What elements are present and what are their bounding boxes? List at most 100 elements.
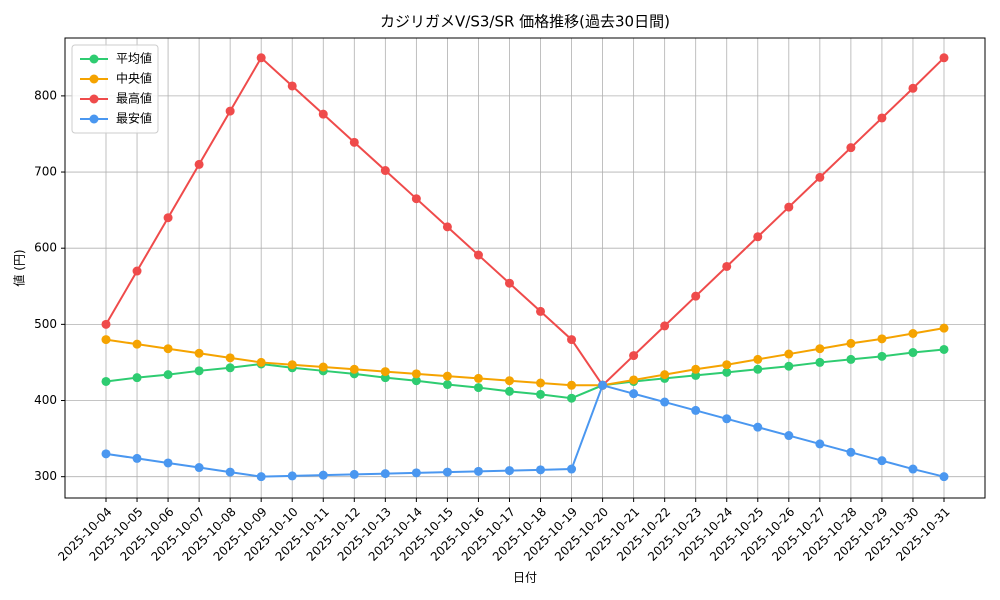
data-point [629, 351, 639, 361]
data-point [908, 328, 918, 338]
data-point [318, 470, 328, 480]
data-point [753, 232, 763, 242]
data-point [691, 291, 701, 301]
series-line [105, 384, 945, 478]
data-point [815, 357, 825, 367]
data-point [349, 469, 359, 479]
data-point [163, 344, 173, 354]
data-point [846, 354, 856, 364]
data-point [287, 471, 297, 481]
data-point [784, 361, 794, 371]
data-point [504, 466, 514, 476]
data-point [163, 458, 173, 468]
data-point [784, 202, 794, 212]
data-point [939, 344, 949, 354]
data-point [101, 376, 111, 386]
data-point [163, 370, 173, 380]
legend-marker [89, 74, 99, 84]
legend-box [71, 44, 159, 134]
data-point [660, 321, 670, 331]
data-point [225, 363, 235, 373]
data-point [411, 376, 421, 386]
legend-label: 最安値 [116, 111, 152, 126]
data-point [442, 371, 452, 381]
data-point [473, 383, 483, 393]
data-point [504, 278, 514, 288]
data-point [660, 397, 670, 407]
data-point [225, 353, 235, 363]
y-tick-label: 400 [34, 393, 57, 407]
y-tick-label: 600 [34, 241, 57, 255]
data-point [846, 143, 856, 153]
data-point [722, 414, 732, 424]
data-point [194, 463, 204, 473]
data-point [877, 334, 887, 344]
data-point [753, 364, 763, 374]
data-point [473, 466, 483, 476]
data-point [504, 376, 514, 386]
data-point [380, 469, 390, 479]
y-tick-label: 300 [34, 469, 57, 483]
data-point [939, 53, 949, 63]
data-point [318, 362, 328, 372]
data-point [691, 405, 701, 415]
data-point [722, 360, 732, 370]
data-point [318, 109, 328, 119]
y-tick-label: 700 [34, 165, 57, 179]
data-point [939, 472, 949, 482]
plot-frame [64, 37, 986, 499]
data-point [411, 194, 421, 204]
data-point [629, 389, 639, 399]
data-point [194, 159, 204, 169]
data-point [380, 367, 390, 377]
y-tick-label: 500 [34, 317, 57, 331]
data-point [784, 349, 794, 359]
data-point [815, 172, 825, 182]
data-point [442, 222, 452, 232]
legend-label: 中央値 [116, 71, 152, 86]
data-point [256, 357, 266, 367]
data-point [722, 261, 732, 271]
data-point [877, 456, 887, 466]
data-point [815, 439, 825, 449]
legend-marker [89, 94, 99, 104]
series-line [105, 348, 945, 400]
data-point [629, 375, 639, 385]
data-point [877, 351, 887, 361]
data-point [753, 422, 763, 432]
data-point [225, 106, 235, 116]
data-point [132, 339, 142, 349]
chart-title: カジリガメV/S3/SR 価格推移(過去30日間) [380, 13, 670, 31]
legend-marker [89, 54, 99, 64]
legend-marker [89, 114, 99, 124]
data-point [536, 465, 546, 475]
data-point [536, 306, 546, 316]
data-point [349, 364, 359, 374]
data-point [908, 83, 918, 93]
x-axis-label: 日付 [513, 571, 537, 585]
data-point [256, 53, 266, 63]
data-point [101, 449, 111, 459]
data-point [132, 373, 142, 383]
data-point [908, 348, 918, 358]
data-point [287, 81, 297, 91]
data-point [846, 338, 856, 348]
data-point [939, 323, 949, 333]
data-point [567, 335, 577, 345]
data-point [753, 354, 763, 364]
data-point [691, 364, 701, 374]
y-tick-label: 800 [34, 88, 57, 102]
data-point [567, 380, 577, 390]
data-point [442, 467, 452, 477]
data-point [815, 344, 825, 354]
data-point [225, 467, 235, 477]
data-point [877, 113, 887, 123]
data-point [846, 447, 856, 457]
data-point [567, 464, 577, 474]
series-line [105, 56, 945, 387]
data-point [132, 266, 142, 276]
data-point [598, 380, 608, 390]
data-point [411, 369, 421, 379]
